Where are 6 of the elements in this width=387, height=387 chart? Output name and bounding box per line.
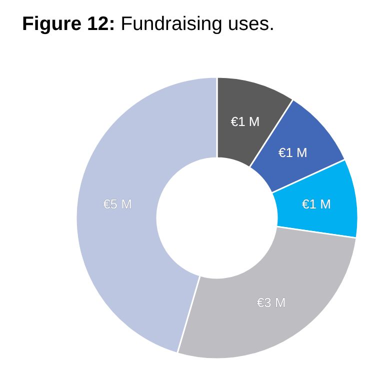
- data-label: €1 M: [278, 144, 308, 160]
- data-label: €1 M: [302, 196, 331, 212]
- data-label: €5 M: [103, 196, 132, 212]
- data-label: €3 M: [256, 295, 286, 310]
- data-label: €1 M: [230, 114, 260, 130]
- chart-title: Figure 12: Fundraising uses.: [22, 13, 275, 35]
